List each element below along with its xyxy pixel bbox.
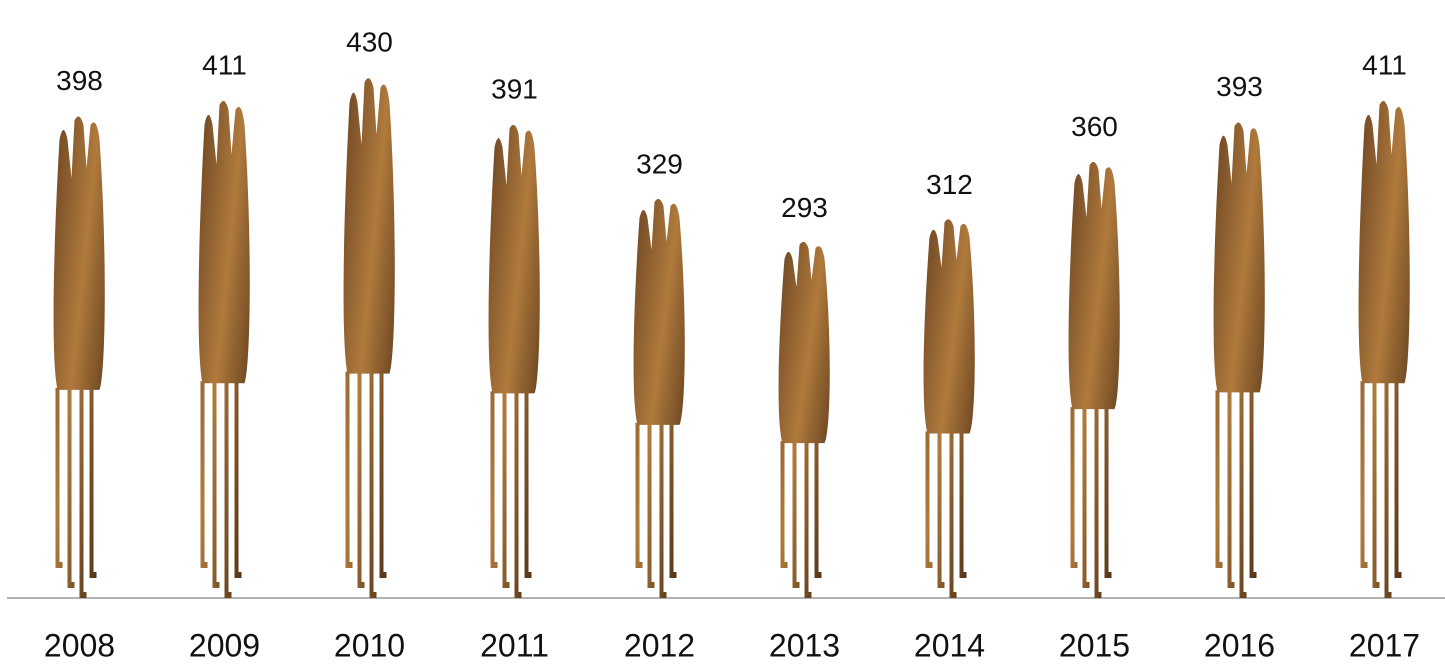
x-tick-label: 2010: [334, 627, 405, 663]
x-tick-label: 2008: [44, 627, 115, 663]
value-label: 312: [926, 169, 973, 200]
x-tick-label: 2009: [189, 627, 260, 663]
camel-bar: [1213, 122, 1265, 598]
x-tick-label: 2014: [914, 627, 985, 663]
x-tick-label: 2012: [624, 627, 695, 663]
x-tick-label: 2013: [769, 627, 840, 663]
camel-bar: [778, 241, 830, 598]
x-tick-label: 2017: [1349, 627, 1420, 663]
value-label: 293: [781, 192, 828, 223]
x-tick-label: 2016: [1204, 627, 1275, 663]
camel-bar: [1358, 100, 1410, 598]
camel-bar: [633, 198, 685, 598]
camel-bar: [488, 124, 540, 598]
camel-bar: [343, 78, 395, 599]
x-tick-label: 2011: [480, 627, 549, 663]
camel-bar: [1068, 161, 1120, 598]
value-label: 398: [56, 65, 103, 96]
value-label: 393: [1216, 71, 1263, 102]
camel-bar: [53, 116, 105, 599]
value-label: 411: [1362, 49, 1407, 80]
value-label: 411: [202, 49, 247, 80]
value-label: 360: [1071, 111, 1118, 142]
x-tick-label: 2015: [1059, 627, 1130, 663]
camel-bar: [198, 100, 250, 598]
camel-bar: [923, 219, 975, 599]
value-label: 430: [346, 26, 393, 57]
value-label: 329: [636, 149, 683, 180]
value-label: 391: [491, 74, 538, 105]
